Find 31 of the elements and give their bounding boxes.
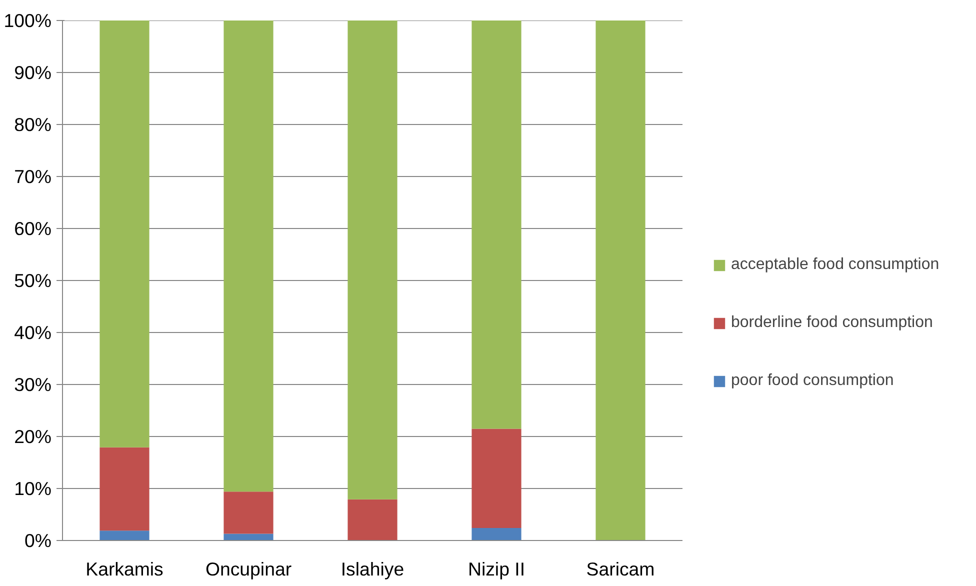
bar — [224, 492, 274, 534]
y-tick-label: 70% — [14, 166, 52, 187]
bar — [472, 428, 522, 528]
y-tick-label: 90% — [14, 62, 52, 83]
bar — [348, 20, 398, 500]
bar — [472, 528, 522, 540]
bar — [100, 20, 150, 448]
y-tick-label: 100% — [4, 10, 52, 31]
bar — [224, 20, 274, 492]
y-tick-label: 80% — [14, 114, 52, 135]
legend-label: borderline food consumption — [731, 314, 933, 332]
legend-label: poor food consumption — [731, 372, 894, 390]
bar — [100, 447, 150, 531]
y-tick-label: 10% — [14, 478, 52, 499]
y-tick-label: 50% — [14, 270, 52, 291]
y-tick-label: 40% — [14, 322, 52, 343]
y-tick-label: 20% — [14, 426, 52, 447]
bar — [348, 499, 398, 540]
y-tick-label: 60% — [14, 218, 52, 239]
y-tick-label: 0% — [24, 530, 52, 551]
x-tick-label: Islahiye — [340, 558, 404, 580]
bar — [224, 534, 274, 540]
bar — [472, 20, 522, 429]
legend-label: acceptable food consumption — [731, 256, 940, 274]
bar — [100, 530, 150, 540]
x-tick-label: Karkamis — [86, 558, 164, 580]
y-tick-label: 30% — [14, 374, 52, 395]
x-tick-label: Saricam — [586, 558, 655, 580]
x-tick-label: Nizip II — [468, 558, 526, 580]
bar — [596, 20, 646, 540]
x-tick-label: Oncupinar — [205, 558, 292, 580]
